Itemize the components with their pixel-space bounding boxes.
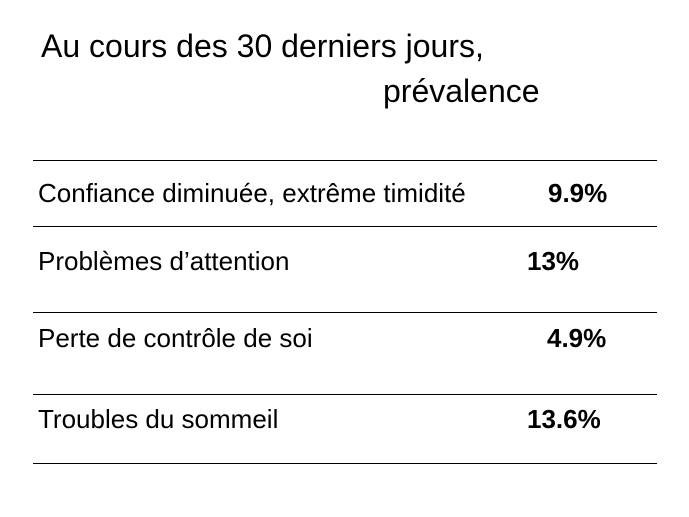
- row-label: Problèmes d’attention: [38, 246, 290, 276]
- divider: [33, 160, 657, 161]
- row-value: 13%: [527, 246, 580, 276]
- divider: [33, 312, 657, 313]
- row-label: Troubles du sommeil: [38, 404, 279, 434]
- divider: [33, 463, 657, 464]
- divider: [33, 226, 657, 227]
- row-value: 4.9%: [547, 323, 607, 353]
- row-value: 9.9%: [548, 178, 608, 208]
- title-line-1: Au cours des 30 derniers jours,: [41, 28, 484, 64]
- row-value: 13.6%: [527, 404, 601, 434]
- row-label: Confiance diminuée, extrême timidité: [38, 178, 466, 208]
- row-label: Perte de contrôle de soi: [38, 323, 313, 353]
- divider: [33, 394, 657, 395]
- title-line-2: prévalence: [383, 73, 540, 109]
